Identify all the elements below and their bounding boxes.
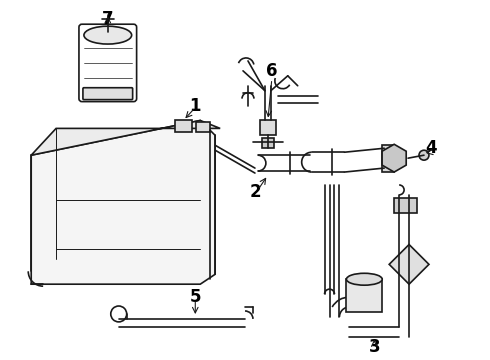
Text: 2: 2: [249, 183, 261, 201]
FancyBboxPatch shape: [83, 88, 133, 100]
FancyBboxPatch shape: [79, 24, 137, 102]
Polygon shape: [175, 121, 192, 132]
Circle shape: [419, 150, 429, 160]
Ellipse shape: [346, 273, 382, 285]
Polygon shape: [196, 122, 210, 132]
Text: 3: 3: [368, 338, 380, 356]
Polygon shape: [389, 244, 429, 284]
Polygon shape: [262, 138, 274, 148]
Text: 7: 7: [102, 10, 114, 28]
Polygon shape: [382, 144, 406, 172]
Text: 6: 6: [266, 62, 278, 80]
Text: 4: 4: [425, 139, 437, 157]
Polygon shape: [31, 121, 215, 284]
Ellipse shape: [84, 26, 132, 44]
Polygon shape: [31, 121, 220, 155]
Text: 5: 5: [190, 288, 201, 306]
Polygon shape: [346, 279, 382, 312]
Polygon shape: [382, 145, 394, 172]
Polygon shape: [394, 198, 417, 213]
Polygon shape: [260, 121, 276, 135]
Text: 1: 1: [190, 96, 201, 114]
